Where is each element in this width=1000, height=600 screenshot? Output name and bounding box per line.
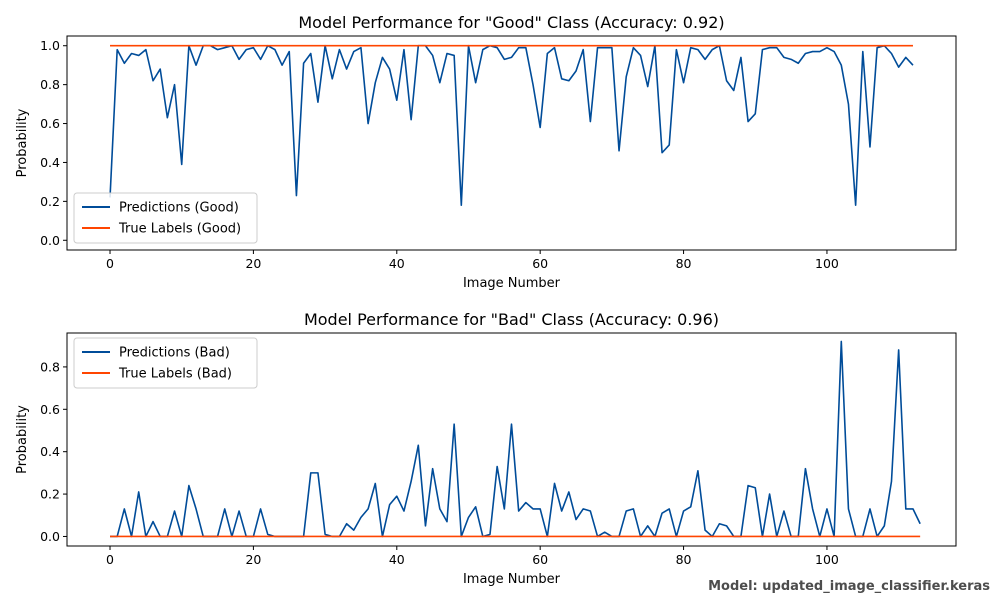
- x-axis-label: Image Number: [463, 276, 561, 291]
- x-axis-label: Image Number: [463, 572, 561, 587]
- y-axis-label: Probability: [15, 405, 30, 474]
- y-tick-label: 0.4: [40, 155, 60, 170]
- x-tick-label: 100: [815, 256, 839, 271]
- series-line-predictions: [110, 340, 921, 538]
- y-tick-label: 0.2: [40, 487, 60, 502]
- legend: Predictions (Bad) True Labels (Bad): [73, 337, 258, 389]
- y-tick-label: 0.0: [40, 529, 60, 544]
- model-footer: Model: updated_image_classifier.keras: [708, 579, 990, 594]
- y-tick-label: 0.6: [40, 402, 60, 417]
- plot-frame: [66, 35, 957, 251]
- chart-title: Model Performance for "Good" Class (Accu…: [298, 13, 724, 32]
- x-tick-label: 60: [532, 256, 548, 271]
- chart-panel-1: Model Performance for "Good" Class (Accu…: [15, 13, 957, 291]
- x-tick-label: 60: [532, 552, 548, 567]
- y-axis-label: Probability: [15, 108, 30, 177]
- y-tick-label: 0.8: [40, 359, 60, 374]
- x-tick-label: 20: [245, 256, 261, 271]
- x-tick-label: 0: [106, 552, 114, 567]
- x-tick-label: 100: [815, 552, 839, 567]
- x-tick-label: 40: [389, 552, 405, 567]
- legend-box: [73, 192, 258, 244]
- y-tick-label: 0.6: [40, 116, 60, 131]
- y-tick-label: 1.0: [40, 38, 60, 53]
- y-tick-label: 0.4: [40, 444, 60, 459]
- legend-entry-label: Predictions (Bad): [119, 346, 230, 361]
- chart-title: Model Performance for "Bad" Class (Accur…: [304, 310, 719, 329]
- y-tick-label: 0.0: [40, 233, 60, 248]
- y-tick-label: 0.2: [40, 194, 60, 209]
- plot-frame: [66, 332, 957, 547]
- x-tick-label: 80: [676, 256, 692, 271]
- chart-panel-2: Model Performance for "Bad" Class (Accur…: [15, 310, 957, 587]
- series-line-predictions: [109, 44, 914, 207]
- x-tick-label: 0: [106, 256, 114, 271]
- x-tick-label: 80: [676, 552, 692, 567]
- legend-box: [73, 337, 258, 389]
- legend-entry-label: True Labels (Bad): [118, 367, 232, 382]
- y-tick-label: 0.8: [40, 77, 60, 92]
- x-tick-label: 40: [389, 256, 405, 271]
- legend: Predictions (Good) True Labels (Good): [73, 192, 258, 244]
- legend-entry-label: True Labels (Good): [118, 222, 241, 237]
- x-tick-label: 20: [245, 552, 261, 567]
- legend-entry-label: Predictions (Good): [119, 201, 239, 216]
